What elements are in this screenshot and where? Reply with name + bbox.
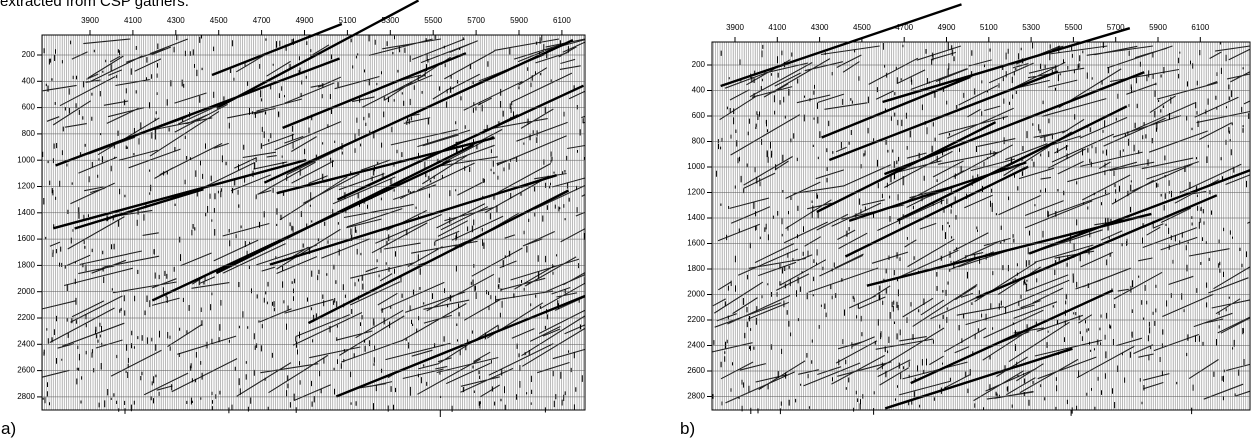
x-tick-label: 5300	[1022, 23, 1040, 32]
y-tick-label: 2000	[687, 290, 705, 299]
x-tick-label: 4100	[768, 23, 786, 32]
x-tick-label: 4700	[895, 23, 913, 32]
x-tick-label: 3900	[81, 16, 99, 25]
y-tick-label: 2600	[17, 366, 35, 375]
panel-label: b)	[680, 419, 695, 438]
x-tick-label: 5900	[1149, 23, 1167, 32]
strong-events	[52, 0, 586, 398]
y-tick-label: 1400	[687, 213, 705, 222]
x-tick-label: 4900	[296, 16, 314, 25]
x-tick-label: 5500	[1065, 23, 1083, 32]
y-tick-label: 400	[22, 76, 36, 85]
x-tick-label: 4900	[938, 23, 956, 32]
x-tick-label: 5700	[1107, 23, 1125, 32]
x-tick-label: 5300	[381, 16, 399, 25]
seismic-panel: 3900 4100 4300 4500 4700 4900 5100 5300 5500 5700…	[687, 3, 1251, 416]
y-tick-label: 600	[692, 111, 706, 120]
y-tick-label: 1000	[17, 155, 35, 164]
y-tick-label: 2600	[687, 366, 705, 375]
trace-noise	[42, 35, 586, 417]
y-tick-label: 2800	[17, 392, 35, 401]
y-tick-label: 400	[692, 86, 706, 95]
x-tick-label: 6100	[1191, 23, 1209, 32]
y-tick-label: 200	[692, 60, 706, 69]
caption: extracted from CSP gathers.	[0, 0, 189, 10]
x-tick-label: 4300	[167, 16, 185, 25]
y-tick-label: 1000	[687, 162, 705, 171]
y-tick-label: 2000	[17, 287, 35, 296]
y-tick-label: 1200	[17, 182, 35, 191]
trace-background	[42, 35, 585, 410]
y-tick-label: 1200	[687, 188, 705, 197]
y-tick-label: 600	[22, 103, 36, 112]
x-tick-label: 6100	[553, 16, 571, 25]
y-tick-label: 800	[692, 137, 706, 146]
y-tick-label: 2800	[687, 392, 705, 401]
x-tick-label: 4500	[210, 16, 228, 25]
x-tick-label: 5100	[980, 23, 998, 32]
x-tick-label: 5100	[339, 16, 357, 25]
y-tick-label: 2200	[17, 313, 35, 322]
y-tick-label: 1800	[17, 261, 35, 270]
panel-label: a)	[1, 419, 16, 438]
plot-frame	[711, 41, 1251, 411]
y-tick-label: 1400	[17, 208, 35, 217]
plot-frame	[41, 34, 586, 411]
trace-noise	[711, 42, 1250, 416]
y-tick-label: 200	[22, 50, 36, 59]
y-tick-label: 800	[22, 129, 36, 138]
seismic-panel: 3900 4100 4300 4500 4700 4900 5100 5300 5500 5700…	[17, 0, 586, 417]
reflection-events	[712, 45, 1251, 404]
y-tick-label: 2400	[17, 339, 35, 348]
x-tick-label: 5700	[467, 16, 485, 25]
x-tick-label: 4700	[253, 16, 271, 25]
x-tick-label: 5900	[510, 16, 528, 25]
y-tick-label: 2400	[687, 341, 705, 350]
y-tick-label: 1600	[17, 234, 35, 243]
x-tick-label: 5500	[424, 16, 442, 25]
y-tick-label: 1600	[687, 239, 705, 248]
reflection-events	[41, 38, 586, 402]
y-tick-label: 2200	[687, 315, 705, 324]
x-tick-label: 4500	[853, 23, 871, 32]
x-tick-label: 3900	[726, 23, 744, 32]
x-tick-label: 4100	[124, 16, 142, 25]
trace-background	[712, 42, 1250, 410]
x-tick-label: 4300	[811, 23, 829, 32]
y-tick-label: 1800	[687, 264, 705, 273]
